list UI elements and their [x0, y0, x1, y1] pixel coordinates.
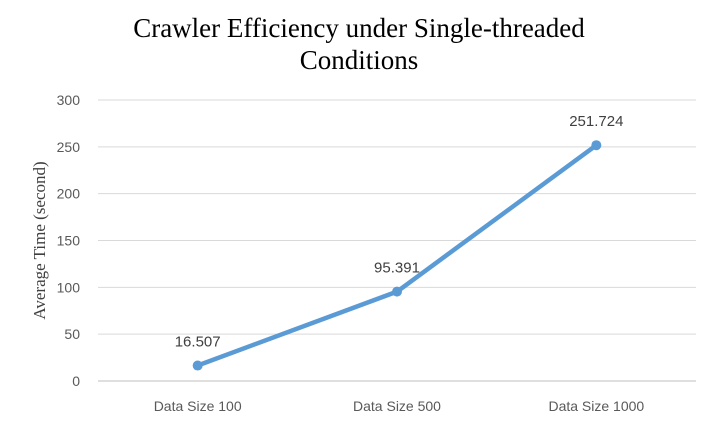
data-point-3 [591, 140, 602, 151]
data-point-2 [392, 286, 402, 297]
data-point-1 [192, 360, 203, 371]
x-tick-label-1: Data Size 100 [154, 398, 242, 414]
y-tick-label-50: 50 [64, 326, 80, 342]
chart-title-line-1: Crawler Efficiency under Single-threaded [133, 13, 585, 43]
x-tick-label-3: Data Size 1000 [548, 398, 644, 414]
y-tick-label-200: 200 [57, 186, 81, 202]
data-label-3: 251.724 [569, 113, 623, 130]
y-tick-label-100: 100 [57, 279, 81, 295]
y-tick-label-0: 0 [72, 373, 80, 389]
y-axis-label: Average Time (second) [30, 161, 49, 319]
data-label-2: 95.391 [374, 260, 420, 277]
y-tick-label-150: 150 [57, 233, 81, 249]
y-tick-label-300: 300 [57, 92, 81, 108]
y-tick-label-250: 250 [57, 139, 81, 155]
x-tick-label-2: Data Size 500 [353, 398, 441, 414]
chart-title-line-2: Conditions [299, 45, 419, 75]
data-label-1: 16.507 [175, 334, 221, 351]
series-line-1 [195, 142, 599, 368]
